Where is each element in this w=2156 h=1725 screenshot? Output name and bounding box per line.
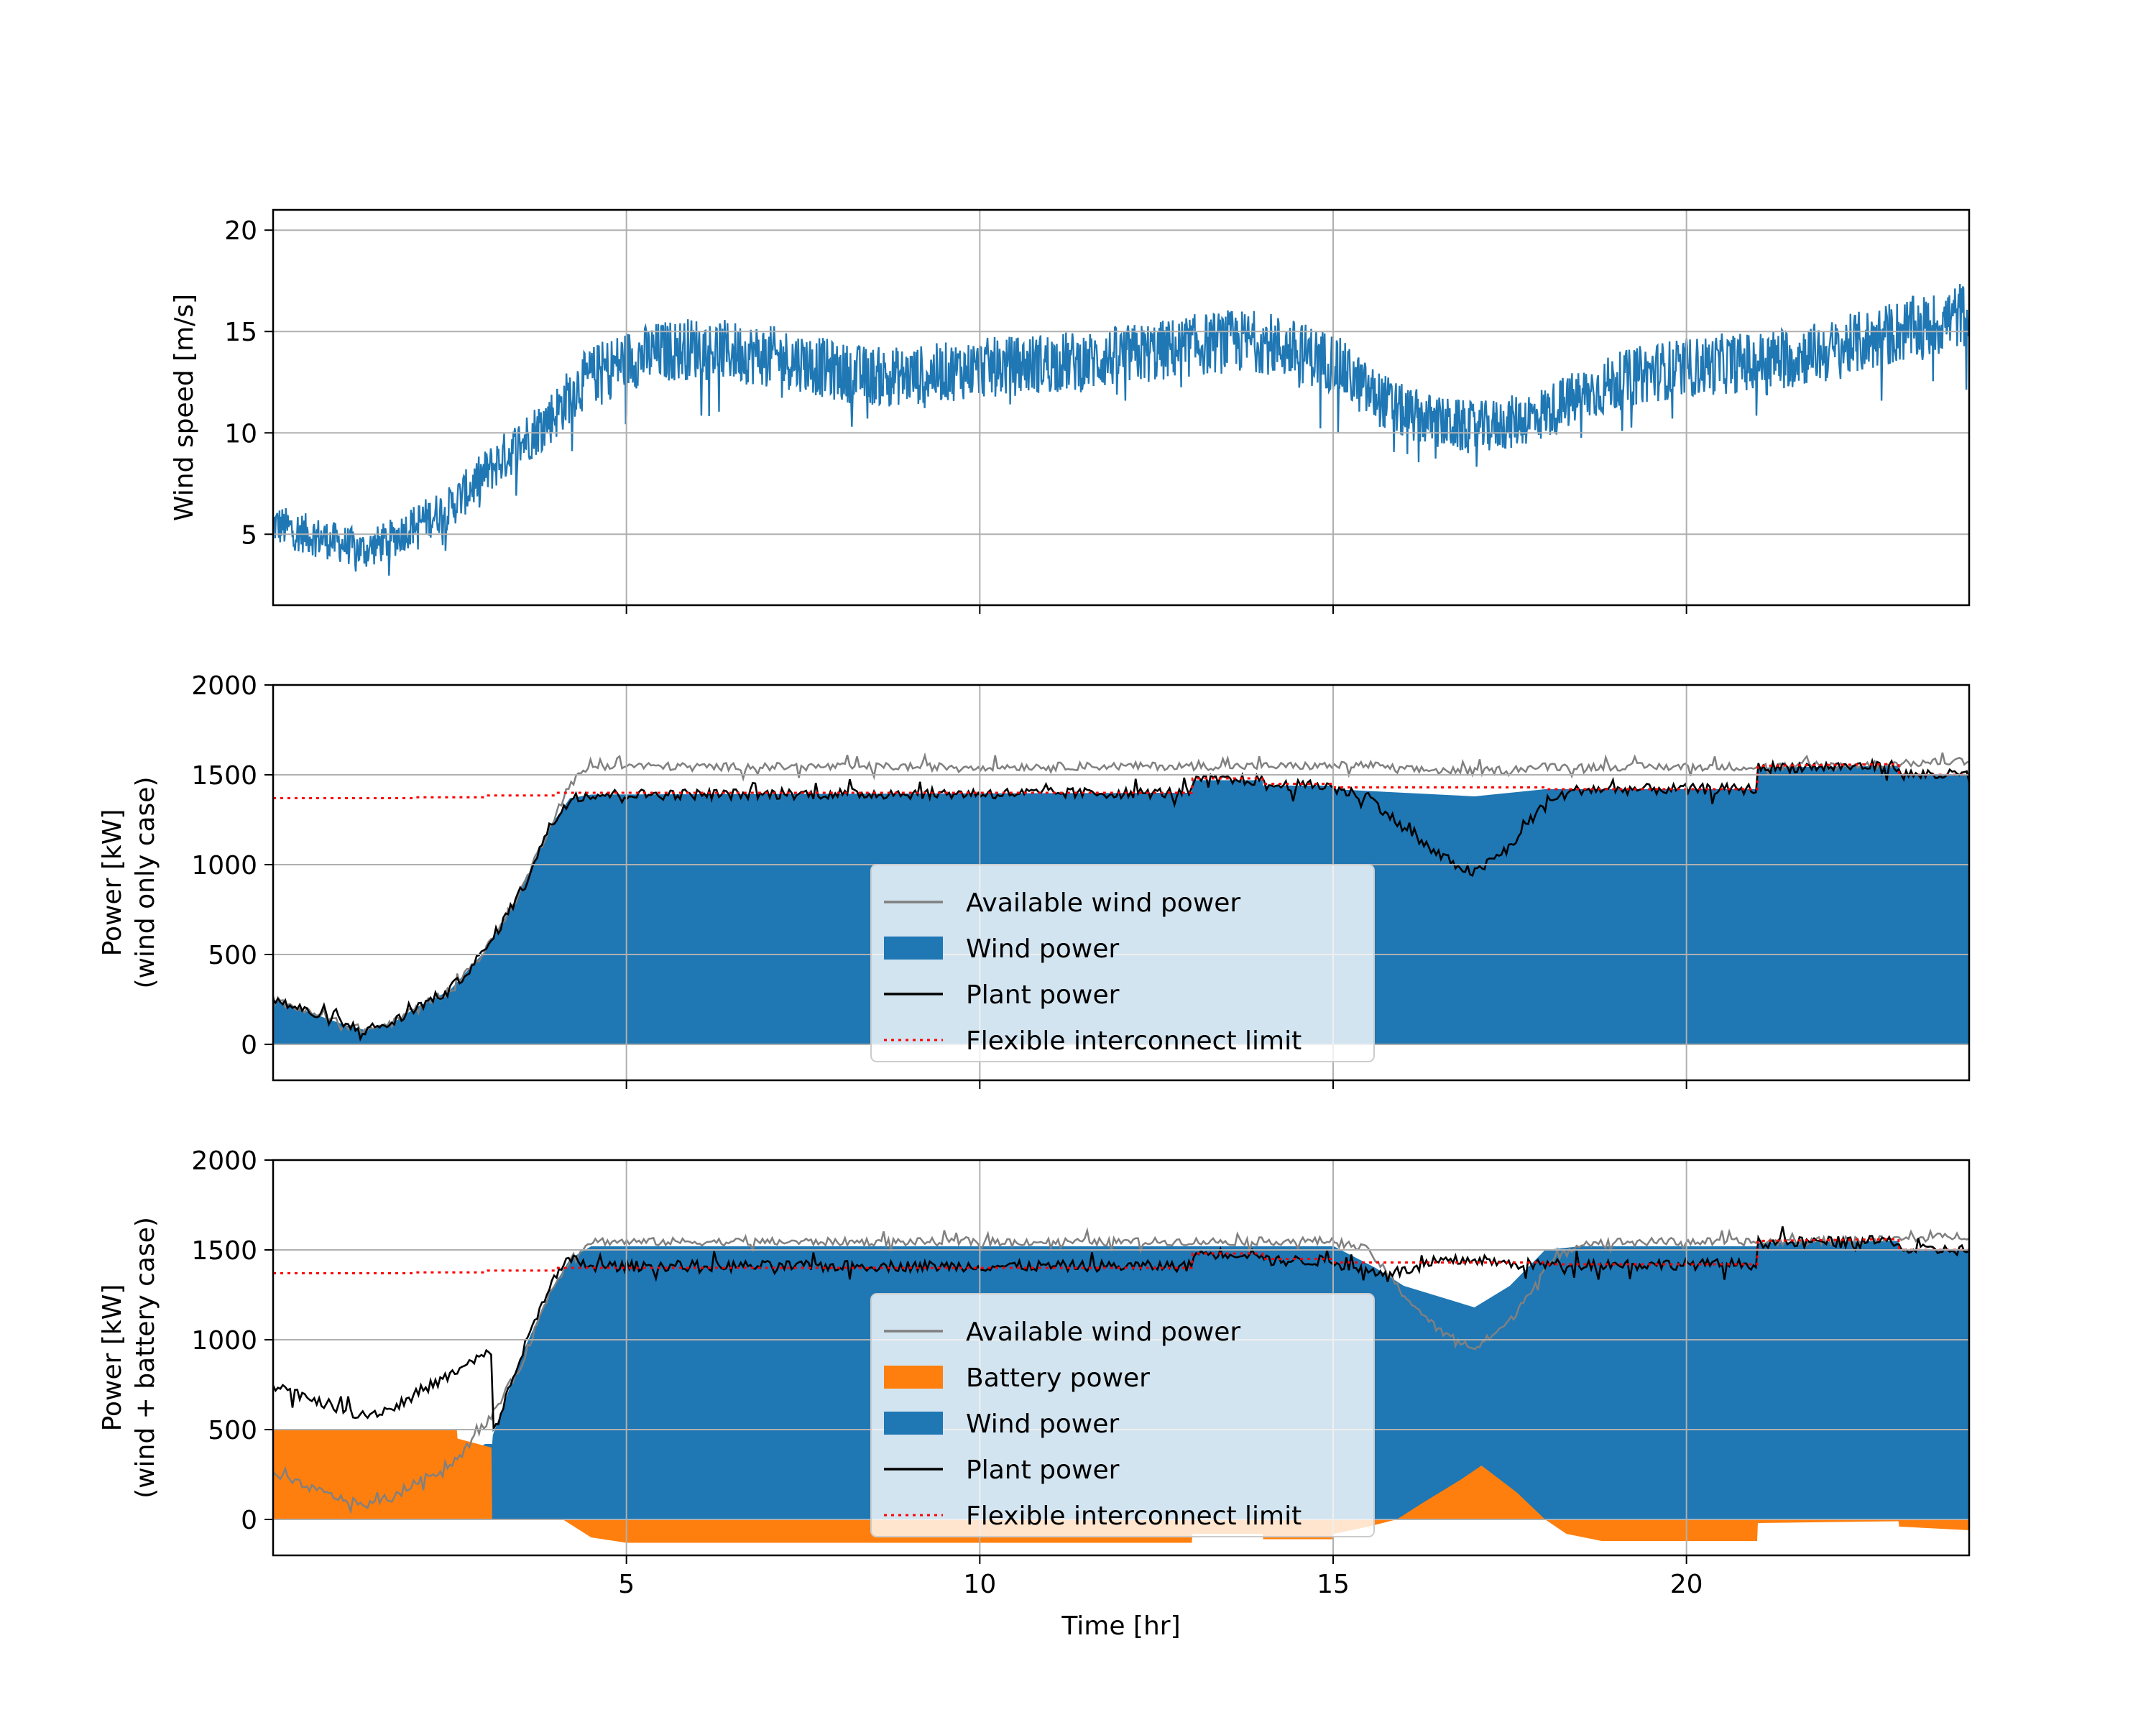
legend-label: Available wind power [966,888,1240,918]
x-tick-label: 10 [963,1570,996,1599]
legend-label: Plant power [966,1455,1120,1485]
legend-swatch [884,1412,943,1435]
y-tick-label: 1000 [191,851,257,880]
plot-frame [272,208,1971,607]
legend-label: Flexible interconnect limit [966,1026,1302,1056]
legend: Available wind power Wind power Plant powe… [870,864,1375,1062]
legend: Available wind power Battery power Wind po… [870,1293,1375,1537]
y-tick-label: 500 [208,941,257,970]
x-axis-label: Time [hr] [1061,1611,1180,1641]
y-axis-label-line: Power [kW] [98,809,127,957]
legend-label: Wind power [966,1409,1119,1439]
y-axis-label-line: (wind only case) [131,777,160,989]
x-tick-label: 15 [1317,1570,1350,1599]
y-tick-label: 0 [241,1031,257,1060]
wind-battery-power-panel: 5 10 15 20 0 500 1000 1500 2000 Power [kW] (wind +… [98,1146,1971,1641]
legend-label: Plant power [966,980,1120,1010]
legend-box [870,864,1375,1062]
plot-frame [272,684,1971,1082]
y-tick-label: 2000 [191,1146,257,1176]
legend-swatch [884,937,943,960]
y-tick-label: 0 [241,1506,257,1535]
plot-frame [272,1159,1971,1557]
y-tick-label: 2000 [191,671,257,701]
y-axis-label-line: Power [kW] [98,1284,127,1432]
y-axis-label-line: (wind + battery case) [131,1217,160,1499]
y-tick-label: 1500 [191,1236,257,1266]
x-tick-label: 20 [1670,1570,1703,1599]
legend-swatch [884,1366,943,1389]
legend-label: Flexible interconnect limit [966,1501,1302,1531]
wind-only-power-panel: 0 500 1000 1500 2000 Power [kW] (wind only cas… [98,671,1971,1089]
y-tick-label: 20 [224,216,257,246]
wind-speed-panel: 5 10 15 20 Wind speed [m/s] [170,208,1971,614]
legend-label: Wind power [966,934,1119,964]
x-tick-label: 5 [618,1570,635,1599]
y-tick-label: 500 [208,1416,257,1445]
y-tick-label: 10 [224,419,257,448]
legend-label: Available wind power [966,1317,1240,1347]
y-axis-label: Wind speed [m/s] [170,294,199,521]
legend-label: Battery power [966,1363,1150,1393]
legend-box [870,1293,1375,1537]
y-tick-label: 1000 [191,1326,257,1356]
y-tick-label: 5 [241,520,257,550]
y-tick-label: 15 [224,318,257,347]
y-tick-label: 1500 [191,761,257,791]
